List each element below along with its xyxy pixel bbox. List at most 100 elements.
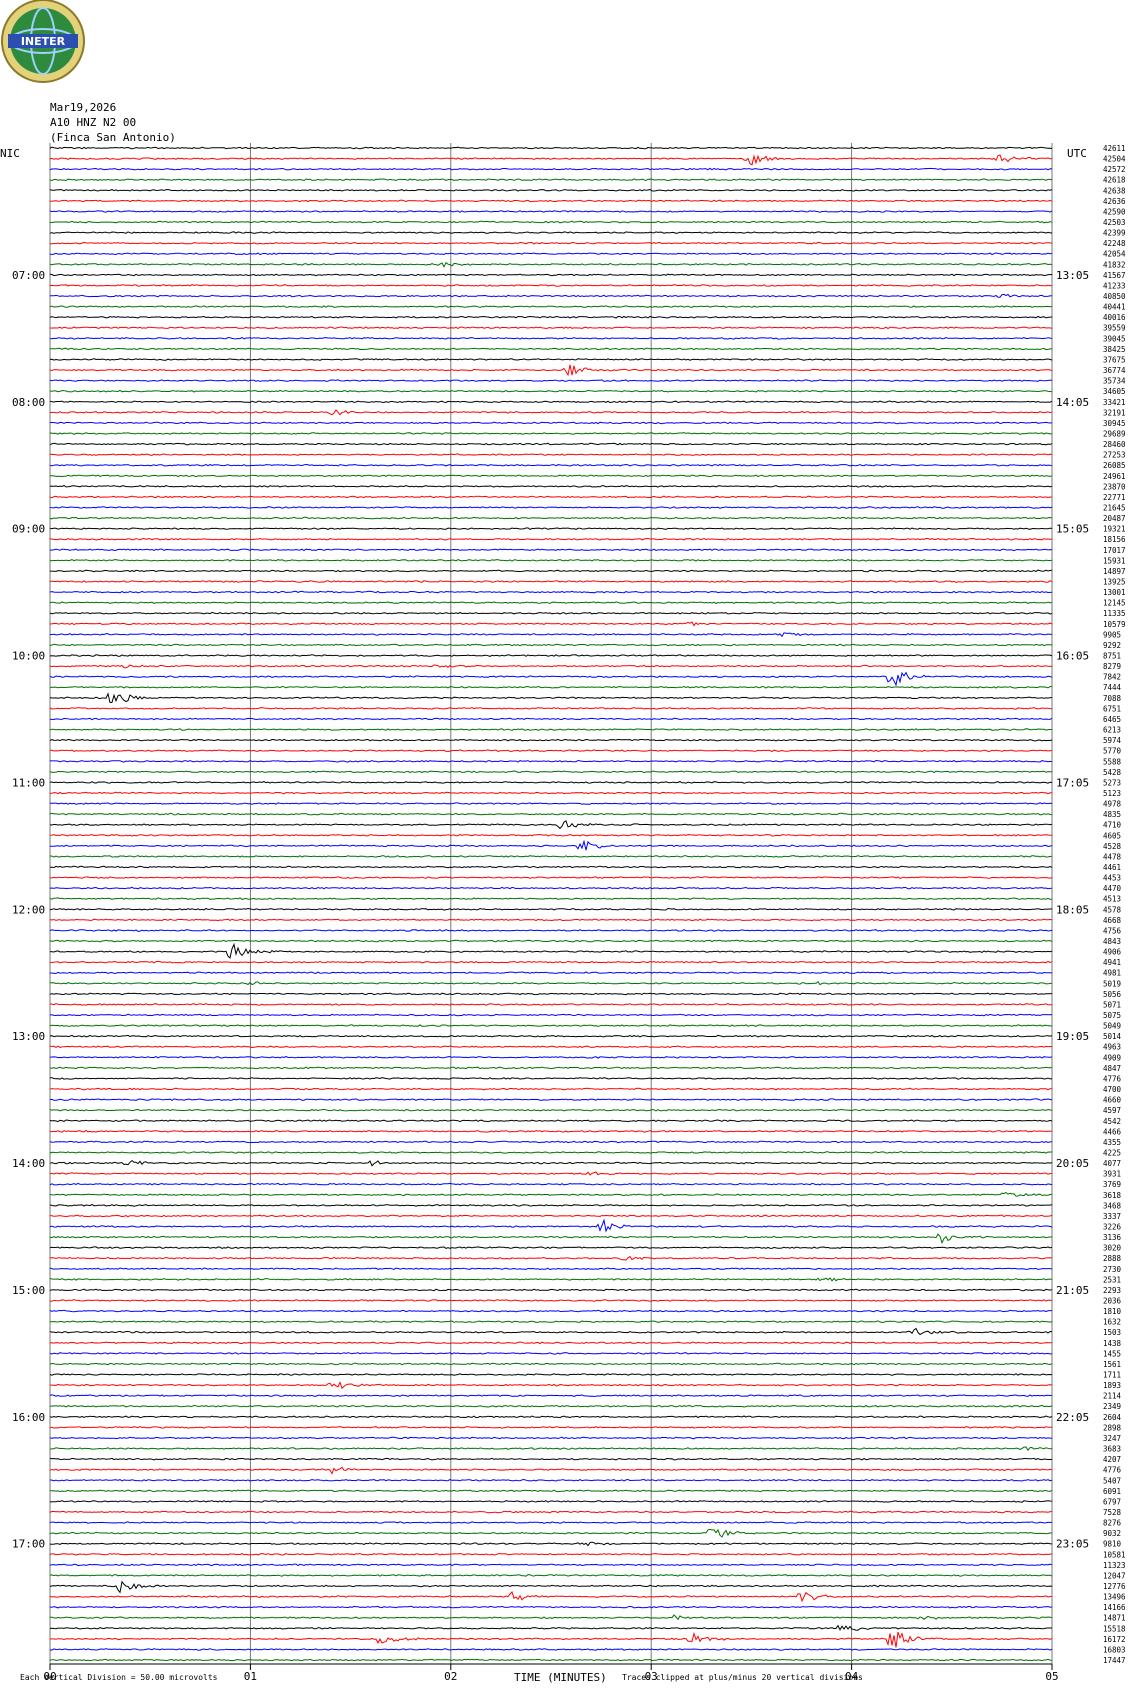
trace-row [49,1466,1053,1475]
trace-row [49,759,1053,763]
hour-label-left: 16:00 [12,1411,45,1424]
row-value-label: 1711 [1103,1371,1121,1380]
row-value-label: 5123 [1103,789,1121,798]
trace-row [49,442,1053,446]
row-value-label: 5273 [1103,778,1121,787]
row-value-label: 4207 [1103,1455,1121,1464]
trace-row [49,453,1053,456]
row-value-label: 42618 [1103,176,1126,185]
row-value-label: 26085 [1103,461,1126,470]
row-value-label: 2604 [1103,1413,1122,1422]
trace-row [49,1203,1053,1207]
row-value-label: 5407 [1103,1476,1121,1485]
trace-row [49,1140,1053,1144]
trace-row [49,942,1053,959]
trace-row [50,569,1053,573]
row-value-label: 39559 [1103,324,1126,333]
trace-row [49,1352,1053,1355]
row-value-label: 3020 [1103,1244,1122,1253]
row-value-label: 9810 [1103,1540,1122,1549]
trace-row [49,611,1053,615]
left-hour-labels: 07:00 08:00 09:00 10:00 11:00 12:00 13:00 14:00… [12,269,45,1551]
row-value-label: 5056 [1103,990,1122,999]
hour-label-left: 14:00 [12,1157,45,1170]
row-value-label: 10579 [1103,620,1126,629]
trace-row [49,781,1053,784]
x-tick-label: 01 [244,1670,257,1683]
row-value-label: 12047 [1103,1571,1126,1580]
x-tick-label: 00 [43,1670,56,1683]
trace-row [49,364,1053,377]
trace-row [49,305,1053,308]
trace-row [49,929,1053,932]
row-value-label: 5071 [1103,1000,1121,1009]
trace-row [49,1580,1053,1594]
x-tick-label: 05 [1045,1670,1058,1683]
trace-row [49,1552,1053,1556]
ineter-logo: INETER [1,0,85,83]
trace-row [49,590,1053,594]
row-value-label: 4578 [1103,905,1122,914]
hour-label-right: 20:05 [1056,1157,1089,1170]
row-value-label: 8279 [1103,662,1121,671]
row-value-label: 4710 [1103,821,1122,830]
trace-row [49,484,1053,488]
trace-row [49,1056,1053,1059]
x-axis-title: TIME (MINUTES) [514,1671,607,1684]
row-value-label: 42054 [1103,250,1126,259]
trace-row [49,971,1053,975]
trace-row [49,992,1053,996]
row-value-label: 39045 [1103,334,1126,343]
row-value-label: 42504 [1103,155,1126,164]
trace-row [49,1624,1053,1631]
trace-row [49,960,1053,964]
row-value-label: 3136 [1103,1233,1122,1242]
row-value-label: 4963 [1103,1043,1121,1052]
trace-row [49,1320,1053,1324]
row-value-label: 7528 [1103,1508,1122,1517]
trace-row [49,1446,1053,1452]
row-value-label: 1455 [1103,1349,1121,1358]
row-value-label: 5049 [1103,1022,1121,1031]
trace-row [49,293,1053,298]
row-value-label: 5428 [1103,768,1122,777]
trace-row [49,231,1052,234]
hour-label-right: 17:05 [1056,776,1089,789]
row-value-label: 5075 [1103,1011,1121,1020]
trace-row [49,537,1053,541]
scale-note: Each Vertical Division = 50.00 microvolt… [20,1673,218,1682]
trace-row [49,685,1053,689]
trace-row [49,527,1053,531]
row-value-label: 4835 [1103,810,1121,819]
row-value-label: 5588 [1103,757,1122,766]
row-value-label: 40016 [1103,313,1126,322]
right-hour-labels: 13:05 14:05 15:05 16:05 17:05 18:05 19:05 20:05… [1056,269,1089,1551]
trace-row [49,1246,1053,1249]
trace-row [49,1489,1053,1493]
trace-row [49,643,1053,647]
trace-row [49,347,1052,351]
row-value-label: 4981 [1103,969,1121,978]
row-value-label: 16803 [1103,1645,1126,1654]
hour-label-right: 16:05 [1056,650,1089,663]
trace-row [49,1591,1053,1603]
hour-label-right: 19:05 [1056,1030,1089,1043]
trace-row [50,876,1053,879]
hour-label-left: 13:00 [12,1030,45,1043]
trace-row [49,379,1052,382]
trace-row [49,326,1053,330]
trace-row [49,1151,1053,1154]
trace-row [49,1426,1053,1429]
trace-row [49,939,1053,943]
hour-label-left: 09:00 [12,523,45,536]
trace-row [49,389,1053,393]
left-timezone-label: NIC [0,147,20,160]
row-value-label: 27253 [1103,451,1126,460]
row-value-label: 38425 [1103,345,1126,354]
hour-label-right: 23:05 [1056,1538,1089,1551]
trace-row [49,1277,1053,1282]
trace-row [49,1171,1053,1176]
trace-row [49,1563,1053,1567]
row-value-label: 4660 [1103,1096,1122,1105]
trace-row [49,1341,1052,1345]
